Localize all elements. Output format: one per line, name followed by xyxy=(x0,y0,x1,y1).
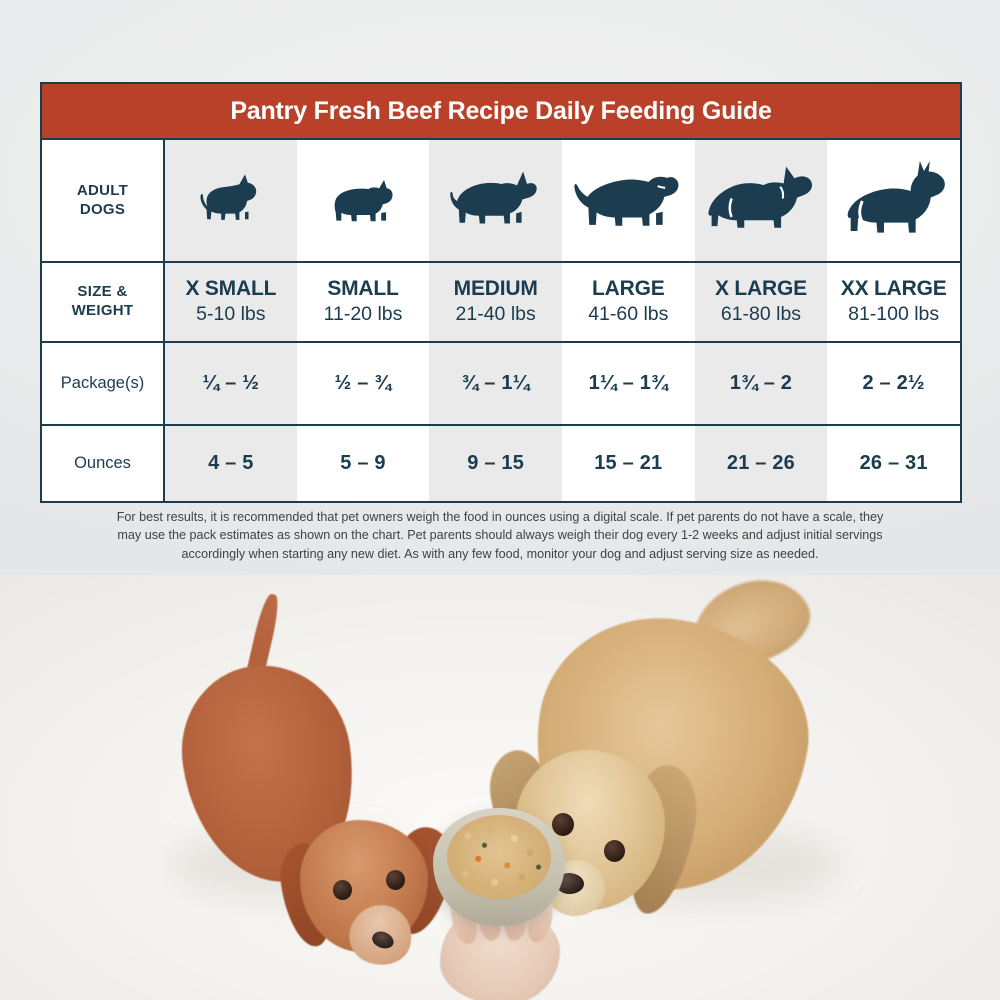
row-label-text: Ounces xyxy=(74,453,131,472)
feeding-table: ADULT DOGS xyxy=(42,140,960,501)
ounces-value: 15 – 21 xyxy=(594,452,663,474)
dog-eye xyxy=(333,880,352,900)
ounces-value: 26 – 31 xyxy=(859,452,928,474)
chihuahua-icon xyxy=(196,173,266,237)
size-cell-x-small: X SMALL 5-10 lbs xyxy=(164,261,297,342)
dog-silhouette-cell-x-small xyxy=(164,140,297,262)
package-cell-xx-large: 2 – 2½ xyxy=(827,341,960,425)
dog-silhouette-cell-xx-large xyxy=(827,140,960,262)
package-cell-small: ½ – ¾ xyxy=(296,341,430,425)
package-cell-large: 1¼ – 1¾ xyxy=(561,341,695,425)
package-value: 2 – 2½ xyxy=(862,372,925,394)
dog-eye xyxy=(604,840,625,862)
size-name: LARGE xyxy=(592,277,665,301)
ounces-cell-large: 15 – 21 xyxy=(561,424,695,501)
ounces-cell-xx-large: 26 – 31 xyxy=(827,424,960,501)
size-weight: 5-10 lbs xyxy=(196,303,266,326)
table-row-ounces: Ounces 4 – 5 5 – 9 9 – 15 15 – 21 21 – 2… xyxy=(42,424,960,501)
ounces-value: 4 – 5 xyxy=(208,452,254,474)
size-name: X SMALL xyxy=(185,277,277,301)
ounces-value: 5 – 9 xyxy=(340,452,386,474)
table-row-adult-dogs: ADULT DOGS xyxy=(42,140,960,262)
dog-silhouette-cell-large xyxy=(561,140,695,262)
feeding-chart: Pantry Fresh Beef Recipe Daily Feeding G… xyxy=(40,82,962,503)
ounces-cell-small: 5 – 9 xyxy=(296,424,430,501)
dog-silhouette-cell-small xyxy=(296,140,430,262)
package-cell-medium: ¾ – 1¼ xyxy=(429,341,562,425)
terrier-icon xyxy=(448,171,544,240)
size-weight: 41-60 lbs xyxy=(588,303,669,326)
table-row-size-weight: SIZE & WEIGHT X SMALL 5-10 lbs SMALL 11-… xyxy=(42,261,960,342)
feeding-note: For best results, it is recommended that… xyxy=(116,510,884,561)
size-cell-x-large: X LARGE 61-80 lbs xyxy=(694,261,828,342)
french-bulldog-icon xyxy=(325,179,401,237)
product-photo xyxy=(0,575,1000,1000)
ounces-value: 21 – 26 xyxy=(726,452,796,474)
size-weight: 81-100 lbs xyxy=(848,303,940,326)
row-label-adult-dogs: ADULT DOGS xyxy=(42,140,165,262)
table-row-packages: Package(s) ¼ – ½ ½ – ¾ ¾ – 1¼ 1¼ – 1¾ 1¾… xyxy=(42,341,960,425)
row-label-text: Package(s) xyxy=(60,373,145,392)
size-name: SMALL xyxy=(327,277,399,301)
package-value: 1¼ – 1¾ xyxy=(588,372,668,394)
row-label-packages: Package(s) xyxy=(42,341,165,425)
row-label-line1: ADULT xyxy=(76,181,129,199)
ounces-cell-x-large: 21 – 26 xyxy=(694,424,828,501)
size-cell-medium: MEDIUM 21-40 lbs xyxy=(429,261,562,342)
package-cell-x-large: 1¾ – 2 xyxy=(694,341,828,425)
size-cell-small: SMALL 11-20 lbs xyxy=(296,261,430,342)
row-label-line2: DOGS xyxy=(79,200,126,218)
size-weight: 61-80 lbs xyxy=(720,303,802,326)
dog-food xyxy=(447,815,551,899)
package-value: 1¾ – 2 xyxy=(729,372,793,394)
ounces-cell-medium: 9 – 15 xyxy=(429,424,562,501)
great-dane-icon xyxy=(835,160,953,249)
size-weight: 21-40 lbs xyxy=(455,303,536,326)
row-label-line1: SIZE & xyxy=(77,283,128,301)
row-label-line2: WEIGHT xyxy=(71,302,134,319)
size-name: MEDIUM xyxy=(453,277,538,301)
size-name: X LARGE xyxy=(714,277,807,301)
labrador-icon xyxy=(573,176,683,242)
package-cell-x-small: ¼ – ½ xyxy=(164,341,297,425)
dog-silhouette-cell-x-large xyxy=(694,140,828,262)
ounces-cell-x-small: 4 – 5 xyxy=(164,424,297,501)
ounces-value: 9 – 15 xyxy=(467,452,525,474)
chart-title: Pantry Fresh Beef Recipe Daily Feeding G… xyxy=(42,84,960,140)
size-name: XX LARGE xyxy=(840,277,947,301)
row-label-size-weight: SIZE & WEIGHT xyxy=(42,261,165,342)
package-value: ½ – ¾ xyxy=(334,372,392,394)
package-value: ¼ – ½ xyxy=(202,372,260,394)
row-label-ounces: Ounces xyxy=(42,424,165,501)
size-cell-large: LARGE 41-60 lbs xyxy=(561,261,695,342)
dog-eye xyxy=(552,813,574,836)
size-weight: 11-20 lbs xyxy=(323,303,403,326)
shepherd-icon xyxy=(703,166,819,245)
size-cell-xx-large: XX LARGE 81-100 lbs xyxy=(827,261,960,342)
dog-silhouette-cell-medium xyxy=(429,140,562,262)
package-value: ¾ – 1¼ xyxy=(461,372,530,394)
dog-eye xyxy=(386,870,405,890)
